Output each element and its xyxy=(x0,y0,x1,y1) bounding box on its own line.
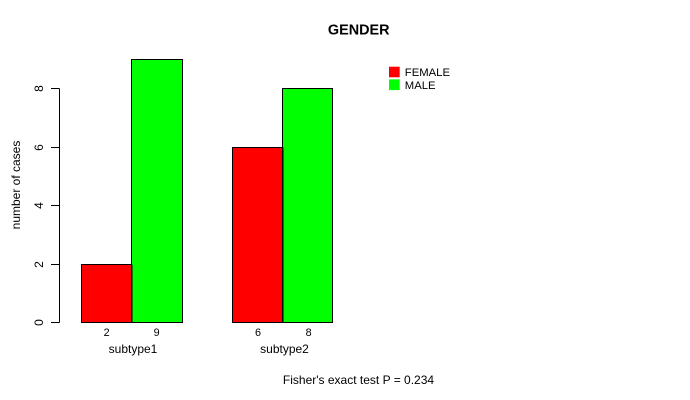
svg-text:9: 9 xyxy=(154,327,160,339)
svg-text:MALE: MALE xyxy=(405,80,436,92)
svg-text:FEMALE: FEMALE xyxy=(405,67,451,79)
svg-text:8: 8 xyxy=(32,85,46,92)
svg-text:GENDER: GENDER xyxy=(328,23,390,39)
svg-text:6: 6 xyxy=(32,144,46,151)
svg-text:number of cases: number of cases xyxy=(9,141,23,230)
svg-text:2: 2 xyxy=(104,327,110,339)
svg-text:subtype2: subtype2 xyxy=(260,342,309,356)
svg-text:subtype1: subtype1 xyxy=(109,342,158,356)
svg-text:Fisher's exact test P = 0.234: Fisher's exact test P = 0.234 xyxy=(283,373,434,387)
svg-text:0: 0 xyxy=(32,319,46,326)
svg-text:2: 2 xyxy=(32,261,46,268)
svg-text:6: 6 xyxy=(255,327,261,339)
svg-text:4: 4 xyxy=(32,202,46,209)
svg-text:8: 8 xyxy=(306,327,312,339)
